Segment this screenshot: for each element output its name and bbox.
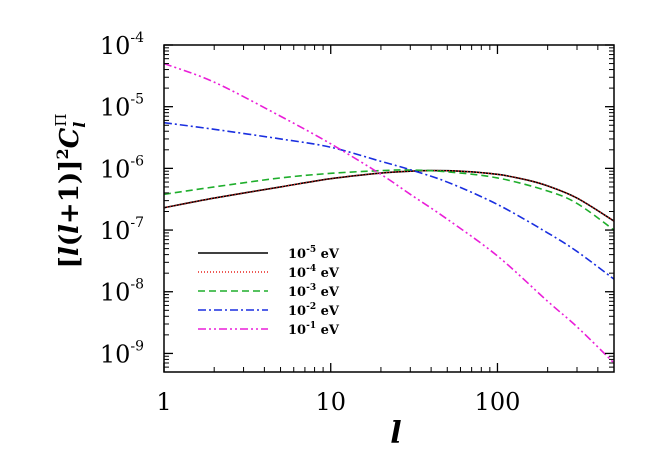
legend-label-base: 10 [288,285,306,300]
legend-label-unit: eV [316,285,340,300]
y-tick-exp: -6 [130,153,144,169]
y-axis-label: [l(l+1)]2ClΠ [52,114,89,269]
y-label-sub: l [70,122,89,128]
y-label-bracket-open: [ [55,256,85,268]
legend-label-3: 10-3 eV [288,283,340,300]
x-tick-label: 1 [156,388,171,416]
y-tick-exp: -9 [130,338,144,354]
y-label-paren-open: ( [55,234,85,246]
y-label-c: C [55,127,85,148]
y-label-power: 2 [53,148,72,159]
series-line-5 [164,62,614,364]
y-tick-base: 10 [100,340,131,368]
y-label-l2: l [55,224,85,234]
y-tick-label: 10-5 [100,92,144,122]
legend-label-base: 10 [288,304,306,319]
legend-label-exp: -4 [306,264,316,274]
y-tick-label: 10-7 [100,215,144,245]
y-tick-base: 10 [100,94,131,122]
y-tick-label: 10-6 [100,153,144,183]
x-tick-labels: 1 10 100 [156,388,520,416]
x-axis-label: l [390,416,401,451]
y-tick-label: 10-4 [100,30,144,60]
x-tick-label: 10 [315,388,346,416]
y-tick-base: 10 [100,279,131,307]
y-tick-label: 10-8 [100,277,144,307]
series-curves [164,62,614,364]
legend-label-exp: -3 [306,283,316,293]
y-label-bracket-close: ] [55,160,85,172]
y-tick-base: 10 [100,32,131,60]
legend-label-exp: -5 [306,245,316,255]
legend-label-base: 10 [288,247,306,262]
y-tick-labels: 10-910-810-710-610-510-4 [100,30,144,368]
series-line-1 [164,169,614,222]
axis-ticks [163,44,615,373]
y-tick-exp: -8 [130,277,144,293]
legend-label-base: 10 [288,266,306,281]
y-label-paren-close: ) [55,172,85,184]
legend-label-base: 10 [288,323,306,338]
y-tick-exp: -4 [130,30,144,46]
y-tick-exp: -7 [130,215,144,231]
legend-label-4: 10-2 eV [288,302,340,319]
legend-label-1: 10-5 eV [288,245,340,262]
y-label-sup: Π [52,114,70,127]
y-tick-exp: -5 [130,92,144,108]
y-label-l1: l [55,246,85,256]
legend-label-unit: eV [316,304,340,319]
y-label-plus-one: +1 [55,184,85,224]
y-tick-base: 10 [100,155,131,183]
y-tick-label: 10-9 [100,338,144,368]
series-line-4 [164,121,614,280]
legend-label-unit: eV [316,323,340,338]
plot-frame [163,44,615,373]
legend-label-exp: -1 [306,321,316,331]
legend-label-2: 10-4 eV [288,264,340,281]
y-tick-base: 10 [100,217,131,245]
x-tick-label: 100 [475,388,521,416]
legend-label-exp: -2 [306,302,316,312]
legend-label-5: 10-1 eV [288,321,340,338]
legend-label-unit: eV [316,247,340,262]
legend-label-unit: eV [316,266,340,281]
